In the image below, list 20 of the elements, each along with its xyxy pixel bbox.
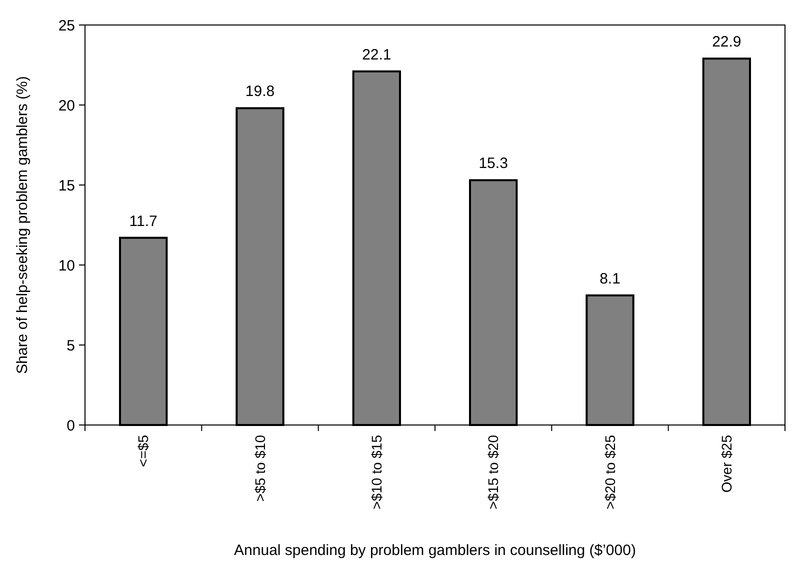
x-tick-label: >$15 to $20 bbox=[485, 434, 502, 510]
data-label: 19.8 bbox=[245, 83, 275, 100]
y-axis-title: Share of help-seeking problem gamblers (%) bbox=[14, 76, 31, 374]
x-tick-label: >$10 to $15 bbox=[368, 434, 385, 510]
y-tick-label: 5 bbox=[66, 337, 75, 354]
data-label: 15.3 bbox=[478, 155, 508, 172]
data-label: 22.9 bbox=[712, 34, 742, 51]
y-tick-label: 10 bbox=[58, 257, 75, 274]
x-tick-label: Over $25 bbox=[718, 434, 735, 493]
x-tick-label: <=$5 bbox=[135, 434, 152, 467]
y-tick-label: 25 bbox=[58, 17, 75, 34]
data-label: 8.1 bbox=[600, 270, 620, 288]
x-axis-title: Annual spending by problem gamblers in counselling ($’000) bbox=[234, 542, 636, 559]
data-label: 22.1 bbox=[362, 46, 392, 64]
data-label: 11.7 bbox=[129, 212, 158, 230]
y-tick-label: 15 bbox=[58, 177, 75, 194]
x-tick-label: >$5 to $10 bbox=[252, 434, 268, 502]
x-tick-label: >$20 to $25 bbox=[602, 434, 618, 510]
y-tick-label: 20 bbox=[58, 97, 75, 114]
y-tick-label: 0 bbox=[66, 417, 75, 434]
